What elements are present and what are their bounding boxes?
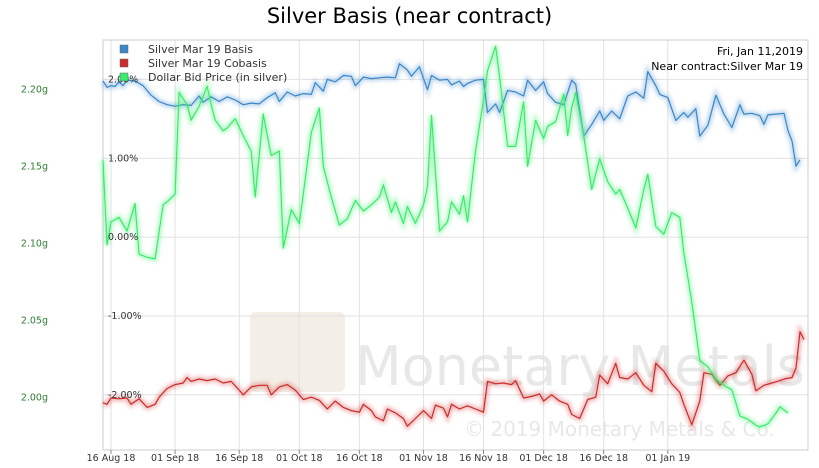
x-tick-label: 01 Nov 18 [399,453,448,464]
y-right-tick: 1.00% [108,153,138,164]
x-tick-label: 16 Aug 18 [87,453,136,464]
x-tick-label: 16 Sep 18 [215,453,263,464]
watermark-logo [250,312,345,392]
watermark: Monetary Metals © 2019 Monetary Metals &… [250,312,805,441]
x-tick-label: 01 Oct 18 [276,453,323,464]
chart-title: Silver Basis (near contract) [266,4,553,28]
plot-frame [102,39,809,451]
x-tick-label: 01 Sep 18 [151,453,199,464]
legend-swatch [119,44,129,54]
x-tick-label: 16 Oct 18 [336,453,383,464]
y-left-tick: 2.10g [21,238,48,249]
y-left-tick: 2.20g [21,84,48,95]
y-right-tick: -2.00% [108,390,142,401]
x-tick-label: 01 Jan 19 [645,453,690,464]
series-line-cobasis [102,331,805,427]
legend-label: Silver Mar 19 Cobasis [148,57,267,70]
y-right-tick: -1.00% [108,311,142,322]
series-line-basis [102,63,801,167]
info-contract: Near contract:Silver Mar 19 [651,60,803,73]
y-left-tick: 2.00g [21,393,48,404]
y-left-tick: 2.15g [21,161,48,172]
info-date: Fri, Jan 11,2019 [717,45,803,58]
legend-label: Silver Mar 19 Basis [148,43,253,56]
x-tick-label: 16 Dec 18 [579,453,628,464]
y-right-tick: 0.00% [108,232,138,243]
axis-layer: 2.00%1.00%0.00%-1.00%-2.00%2.20g2.15g2.1… [21,74,690,464]
x-tick-label: 16 Nov 18 [459,453,508,464]
series-layer [100,45,807,433]
series-line-dollar-bid [102,45,789,428]
legend-label: Dollar Bid Price (in silver) [148,71,287,84]
info-box: Fri, Jan 11,2019 Near contract:Silver Ma… [651,45,803,73]
x-tick-label: 01 Dec 18 [519,453,568,464]
watermark-copyright: © 2019 Monetary Metals & Co. [464,417,775,441]
grid [103,40,808,450]
legend-swatch [119,72,129,82]
y-left-tick: 2.05g [21,316,48,327]
legend-swatch [119,58,129,68]
